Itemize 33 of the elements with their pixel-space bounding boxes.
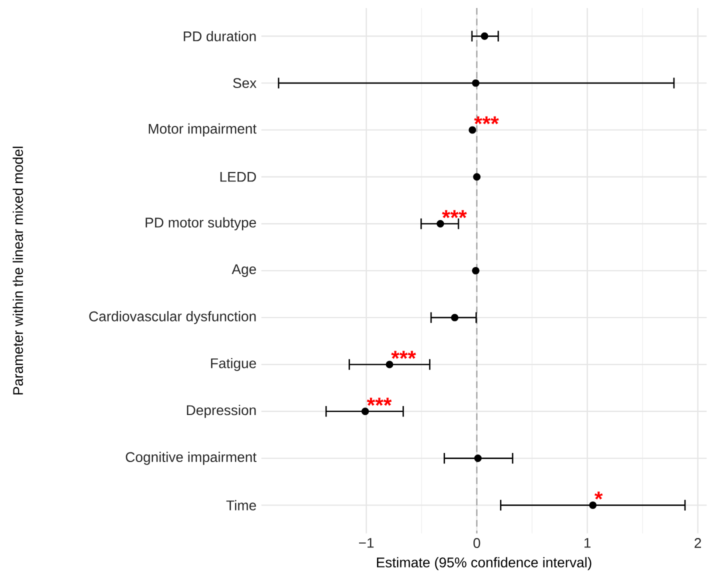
annotation: ***	[391, 350, 416, 359]
y-axis-title: Parameter within the linear mixed model	[12, 146, 24, 394]
y-tick-label: Depression	[186, 404, 256, 418]
y-tick-label: PD duration	[184, 31, 256, 42]
x-axis-title: Estimate (95% confidence interval)	[376, 557, 592, 570]
point	[386, 360, 394, 368]
point	[472, 79, 480, 87]
y-tick-label: Time	[226, 500, 256, 510]
annotation: ***	[442, 210, 467, 218]
y-tick-label: Fatigue	[211, 358, 256, 372]
annotation: *	[594, 492, 603, 500]
y-tick-label: LEDD	[220, 172, 256, 182]
y-tick-label: Motor impairment	[148, 123, 256, 136]
point	[450, 314, 458, 322]
y-tick-label: Cardiovascular dysfunction	[89, 311, 256, 324]
y-tick-label: Age	[232, 264, 256, 277]
annotation: ***	[474, 116, 499, 124]
x-tick-label: 2	[694, 538, 702, 548]
y-tick-label: PD motor subtype	[146, 217, 256, 230]
point	[589, 501, 597, 509]
y-tick-label: Sex	[233, 78, 256, 88]
x-tick-label: 0	[473, 538, 480, 548]
point	[474, 454, 482, 462]
x-tick-label: 1	[584, 538, 591, 548]
annotation: ***	[366, 398, 392, 406]
x-tick-label: −1	[359, 538, 374, 548]
point	[468, 126, 476, 134]
point	[472, 266, 480, 274]
point	[480, 32, 488, 40]
point	[436, 220, 444, 228]
point	[473, 173, 481, 181]
point	[361, 408, 369, 416]
y-tick-label: Cognitive impairment	[126, 452, 256, 465]
